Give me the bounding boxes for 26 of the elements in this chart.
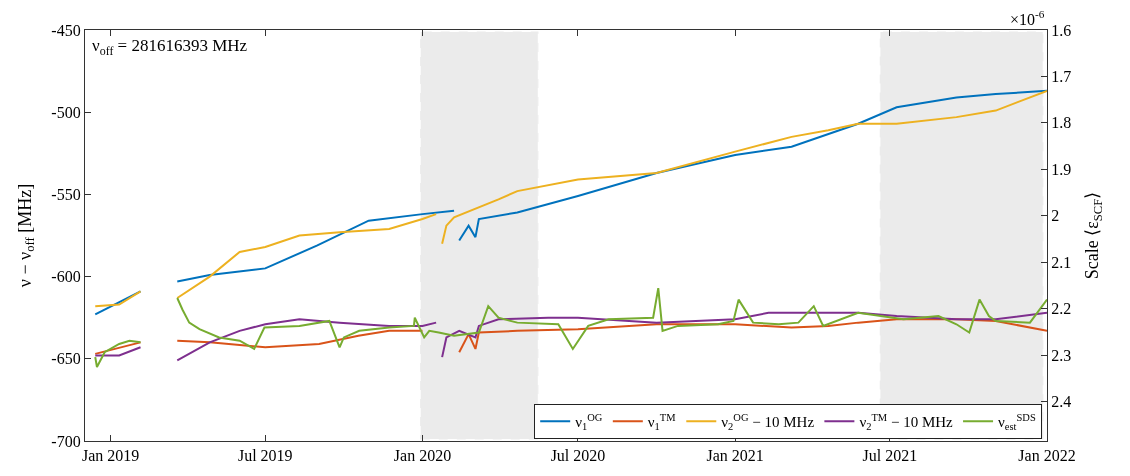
y2-tick-label: 2.2 <box>1051 300 1072 318</box>
text: ×10$^{-6}$ <box>1010 8 1045 28</box>
y2-tick-label: 2.4 <box>1051 393 1072 411</box>
y-tick-label: -700 <box>51 432 81 450</box>
y-tick-label: -550 <box>51 186 81 203</box>
annotation: ν$_{off}$ = 281616393 MHz <box>92 36 248 58</box>
y-tick-label: -600 <box>51 268 81 286</box>
y-tick-label: -650 <box>51 350 81 368</box>
y2-tick-label: 1.7 <box>1051 68 1072 86</box>
y2-tick-label: 2.1 <box>1051 253 1072 271</box>
y2-tick-label: 2.3 <box>1051 346 1072 364</box>
y2-tick-label: 1.9 <box>1051 160 1072 178</box>
legend-label: ν$_{2}$$^{OG}$ − 10 MHz <box>721 411 815 433</box>
x-tick-label: Jul 2019 <box>237 447 293 465</box>
y2-tick-label: 1.6 <box>1051 21 1072 39</box>
x-tick-label: Jan 2020 <box>393 447 452 465</box>
y2-tick-label: 2 <box>1051 207 1060 225</box>
x-tick-label: Jan 2022 <box>1018 447 1076 465</box>
x-tick-label: Jan 2019 <box>81 447 140 465</box>
x-tick-label: Jan 2021 <box>706 447 764 465</box>
y-tick-label: -500 <box>51 103 81 121</box>
x-tick-label: Jul 2021 <box>862 447 918 465</box>
y-tick-label: -450 <box>51 21 81 39</box>
y2-tick-label: 1.8 <box>1051 114 1072 132</box>
x-tick-label: Jul 2020 <box>550 447 606 465</box>
legend-label: ν$_{2}$$^{TM}$ − 10 MHz <box>859 411 954 433</box>
